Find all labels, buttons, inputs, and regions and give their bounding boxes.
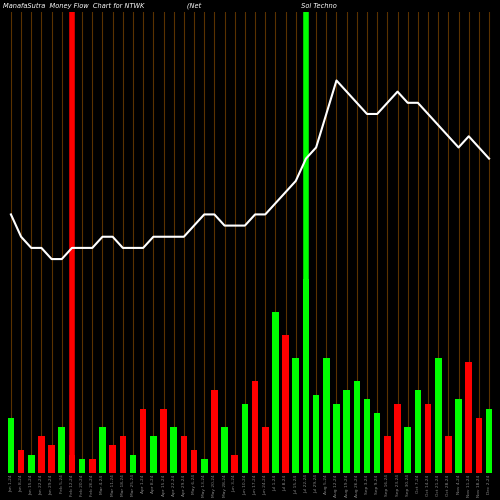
Bar bbox=[140, 408, 146, 473]
Bar bbox=[364, 400, 370, 473]
Bar bbox=[313, 394, 320, 473]
Bar bbox=[384, 436, 390, 473]
Bar bbox=[222, 427, 228, 473]
Bar bbox=[170, 427, 177, 473]
Bar bbox=[374, 413, 380, 473]
Bar bbox=[89, 460, 96, 473]
Bar bbox=[190, 450, 198, 473]
Bar bbox=[242, 404, 248, 473]
Bar bbox=[456, 400, 462, 473]
Bar bbox=[344, 390, 350, 473]
Bar bbox=[180, 436, 187, 473]
Bar bbox=[252, 381, 258, 473]
Bar bbox=[38, 436, 44, 473]
Bar bbox=[333, 404, 340, 473]
Bar bbox=[48, 446, 55, 473]
Bar bbox=[323, 358, 330, 473]
Bar bbox=[120, 436, 126, 473]
Bar bbox=[292, 358, 299, 473]
Bar bbox=[262, 427, 268, 473]
Bar bbox=[282, 335, 289, 473]
Bar bbox=[130, 454, 136, 473]
Bar bbox=[28, 454, 34, 473]
Bar bbox=[201, 460, 207, 473]
Bar bbox=[404, 427, 411, 473]
Bar bbox=[435, 358, 442, 473]
Bar bbox=[58, 427, 65, 473]
Bar bbox=[99, 427, 106, 473]
Bar bbox=[466, 362, 472, 473]
Bar bbox=[486, 408, 492, 473]
Bar bbox=[424, 404, 432, 473]
Bar bbox=[414, 390, 421, 473]
Bar bbox=[160, 408, 167, 473]
Bar bbox=[211, 390, 218, 473]
Bar bbox=[394, 404, 401, 473]
Bar bbox=[445, 436, 452, 473]
Bar bbox=[476, 418, 482, 473]
Bar bbox=[110, 446, 116, 473]
Bar bbox=[79, 460, 86, 473]
Bar bbox=[232, 454, 238, 473]
Bar bbox=[18, 450, 25, 473]
Bar bbox=[354, 381, 360, 473]
Bar bbox=[302, 280, 310, 473]
Bar bbox=[150, 436, 156, 473]
Bar bbox=[68, 454, 75, 473]
Bar bbox=[272, 312, 278, 473]
Text: ManafaSutra  Money Flow  Chart for NTWK                    (Net                 : ManafaSutra Money Flow Chart for NTWK (N… bbox=[3, 3, 336, 10]
Bar bbox=[8, 418, 14, 473]
